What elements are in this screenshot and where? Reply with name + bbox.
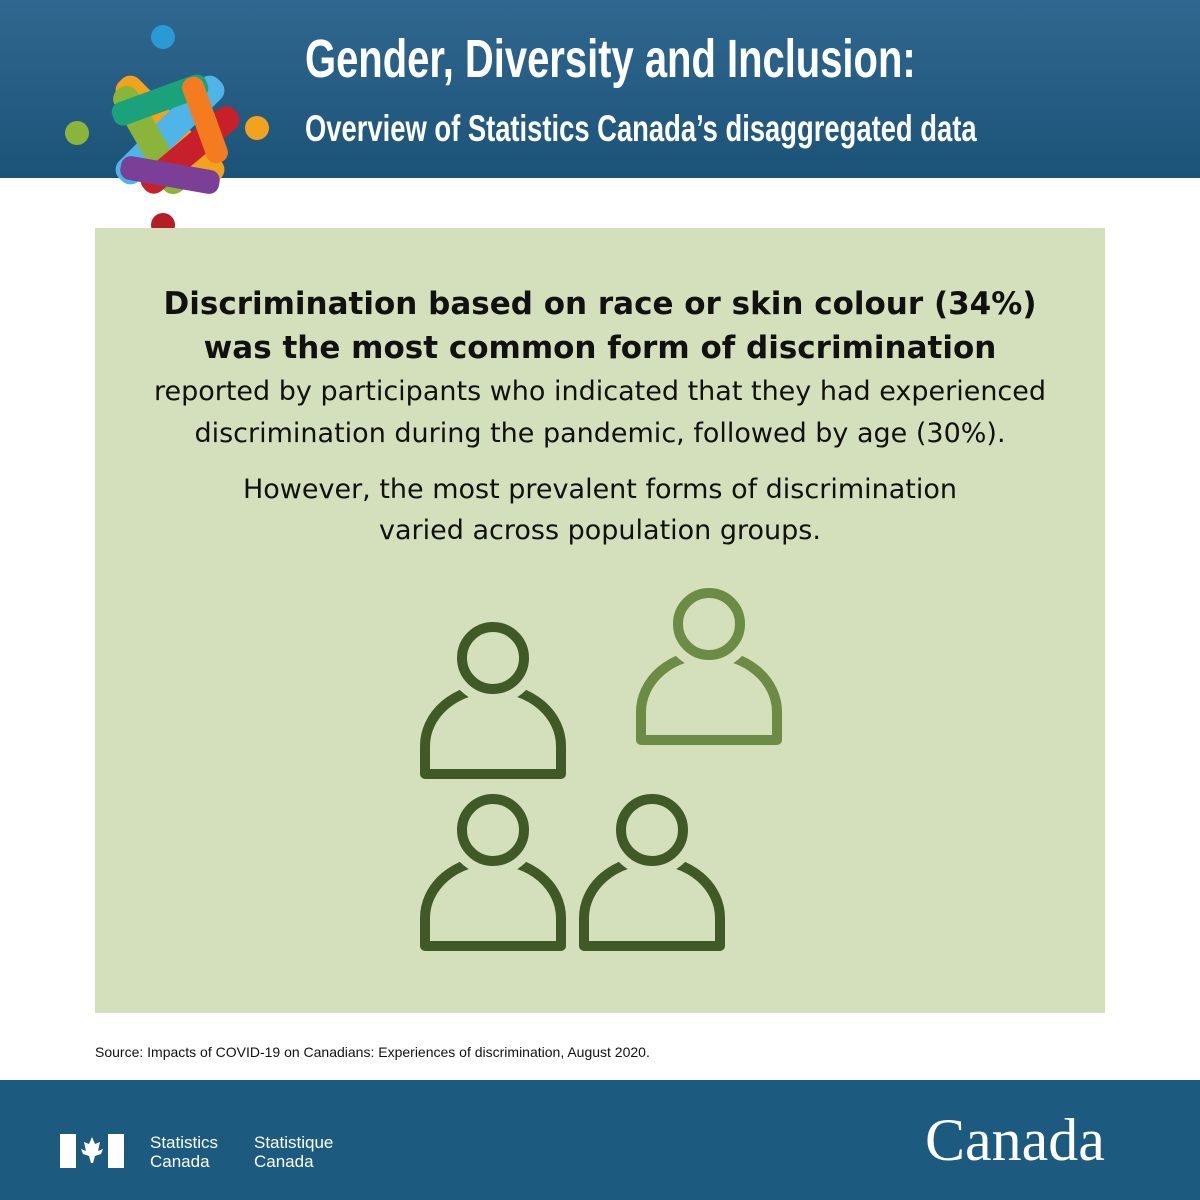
subtitle: Overview of Statistics Canada’s disaggre… [305,108,977,149]
wordmark: Canada [925,1107,1105,1173]
logo [65,25,269,237]
headline: Discrimination based on race or skin col… [163,286,1037,322]
flag-symbol [60,1134,124,1168]
person-head [457,622,529,694]
person-head [616,794,688,866]
agency-fr-line: Canada [254,1152,314,1171]
note-text: However, the most prevalent forms of dis… [242,474,958,505]
person-head [457,794,529,866]
agency-en-line: Canada [150,1152,210,1171]
agency-en-line: Statistics [150,1133,219,1152]
body-text: discrimination during the pandemic, foll… [194,418,1006,449]
agency-en: Statistics Canada [150,1133,218,1171]
title: Gender, Diversity and Inclusion: [305,29,916,89]
source: Source: Impacts of COVID-19 on Canadians… [95,1044,650,1060]
people-icons [420,588,782,951]
agency-fr: Statistique Canada [254,1133,333,1171]
agency-fr-line: Statistique [254,1133,334,1152]
body-text: reported by participants who indicated t… [153,376,1047,407]
headline: was the most common form of discriminati… [203,330,997,366]
footer: Statistics Canada Statistique Canada Canad… [0,1080,1200,1200]
person-head [673,588,745,660]
note-text: varied across population groups. [379,515,821,546]
